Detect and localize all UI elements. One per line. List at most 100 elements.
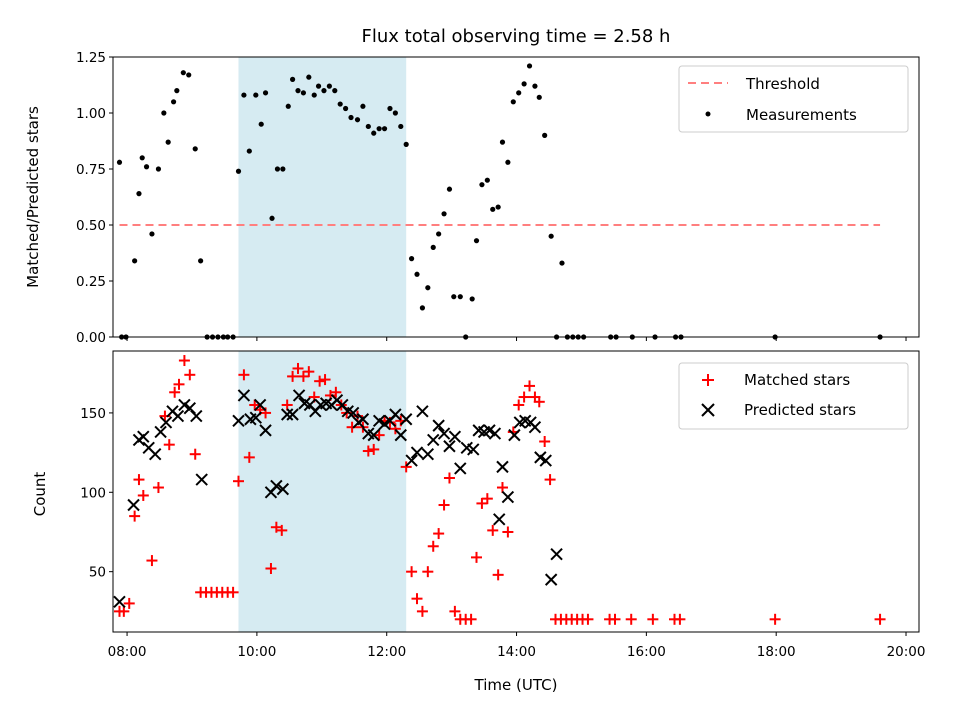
measurement-point <box>116 159 123 165</box>
predicted-star-stroke <box>298 397 311 410</box>
measurement-point <box>348 114 354 121</box>
matched-star-point <box>416 605 428 617</box>
predicted-star-stroke <box>303 398 317 412</box>
predicted-star-stroke <box>443 440 456 453</box>
top-y-tick-label: 0.00 <box>76 330 106 346</box>
measurement-point <box>479 182 485 188</box>
measurement-point <box>441 211 447 217</box>
predicted-star-stroke <box>416 405 429 418</box>
measurement-point <box>274 166 281 172</box>
matched-star-point <box>330 386 342 398</box>
matched-star-point <box>123 597 135 609</box>
top-y-axis-label: Matched/Predicted stars <box>24 106 42 288</box>
x-tick-label: 08:00 <box>108 644 147 660</box>
matched-star-point <box>146 555 158 567</box>
predicted-star-stroke <box>142 441 155 455</box>
predicted-star-stroke <box>232 414 245 428</box>
predicted-star-stroke <box>389 408 402 421</box>
measurement-point <box>132 258 138 264</box>
matched-star-point <box>243 451 255 463</box>
measurement-point <box>311 92 317 98</box>
predicted-star-point <box>159 416 173 429</box>
predicted-star-stroke <box>421 447 435 461</box>
measurement-point <box>155 166 162 172</box>
matched-star-point <box>496 482 508 494</box>
measurement-point <box>419 305 426 311</box>
top-panel: 0.00 0.25 0.50 0.75 1.00 1.25 Flux total obse… <box>24 26 920 346</box>
matched-star-point <box>769 613 781 625</box>
observing-window-span-top <box>238 57 407 337</box>
legend-threshold-label: Threshold <box>745 75 820 93</box>
x-tick-label: 14:00 <box>497 644 536 660</box>
measurement-point <box>262 90 269 96</box>
matched-star-point <box>129 510 141 522</box>
bottom-y-ticks: 50 100 150 <box>80 406 113 581</box>
measurement-point <box>532 83 538 89</box>
predicted-star-point <box>437 427 451 440</box>
measurement-point <box>526 63 533 69</box>
predicted-star-stroke <box>399 413 413 426</box>
predicted-star-point <box>443 440 456 453</box>
measurement-point <box>343 105 349 112</box>
bottom-x-ticks: 08:00 10:00 12:00 14:00 16:00 18:00 20:00 <box>108 632 925 660</box>
predicted-star-stroke <box>534 451 547 464</box>
matched-star-point <box>625 613 637 625</box>
matched-star-point <box>319 374 331 386</box>
x-tick-label: 10:00 <box>237 644 276 660</box>
matched-star-point <box>427 540 439 552</box>
top-y-ticks: 0.00 0.25 0.50 0.75 1.00 1.25 <box>76 50 113 346</box>
predicted-star-point <box>286 408 299 421</box>
matched-star-point <box>163 439 175 451</box>
matched-star-point <box>487 524 499 536</box>
predicted-star-point <box>259 424 272 437</box>
measurement-point <box>192 146 198 152</box>
matched-star-point <box>287 370 299 382</box>
predicted-star-stroke <box>493 513 506 526</box>
predicted-star-stroke <box>356 413 370 426</box>
matched-star-points <box>113 355 886 625</box>
measurement-point <box>516 90 522 96</box>
predicted-star-stroke <box>259 424 272 437</box>
predicted-star-point <box>508 428 521 442</box>
predicted-star-stroke <box>539 454 552 467</box>
predicted-star-point <box>195 473 208 486</box>
measurement-point <box>505 159 511 165</box>
predicted-star-stroke <box>286 408 299 421</box>
bottom-y-tick-label: 150 <box>80 406 106 422</box>
predicted-star-point <box>276 482 290 496</box>
measurement-point <box>548 233 554 239</box>
predicted-star-point <box>154 425 167 439</box>
matched-star-point <box>232 475 244 487</box>
predicted-star-stroke <box>237 389 251 402</box>
predicted-star-stroke <box>280 408 294 421</box>
matched-star-point <box>465 613 477 625</box>
measurement-point <box>376 126 382 132</box>
matched-star-point <box>411 593 423 605</box>
predicted-star-point <box>454 462 467 475</box>
matched-star-point <box>433 528 445 540</box>
measurement-point <box>451 294 457 300</box>
matched-star-point <box>346 421 358 433</box>
bottom-axes-frame <box>112 350 920 633</box>
matched-star-point <box>647 613 659 625</box>
matched-star-point <box>502 526 514 538</box>
matched-star-point <box>276 524 288 536</box>
predicted-star-stroke <box>454 462 467 475</box>
measurement-point <box>337 101 343 107</box>
predicted-star-stroke <box>190 409 203 423</box>
predicted-star-point <box>148 447 162 461</box>
measurement-point <box>457 294 463 300</box>
matched-star-point <box>292 362 304 374</box>
predicted-star-point <box>416 405 429 418</box>
predicted-star-stroke <box>550 548 563 561</box>
measurement-point <box>371 130 377 136</box>
matched-star-point <box>152 482 164 494</box>
predicted-star-stroke <box>178 398 191 412</box>
bottom-legend: Matched stars Predicted stars <box>678 362 909 430</box>
measurement-point <box>258 121 264 127</box>
matched-star-point <box>492 569 504 581</box>
measurement-point <box>186 72 192 78</box>
predicted-star-stroke <box>159 416 173 429</box>
top-legend-box <box>678 65 909 133</box>
predicted-star-stroke <box>336 398 349 412</box>
